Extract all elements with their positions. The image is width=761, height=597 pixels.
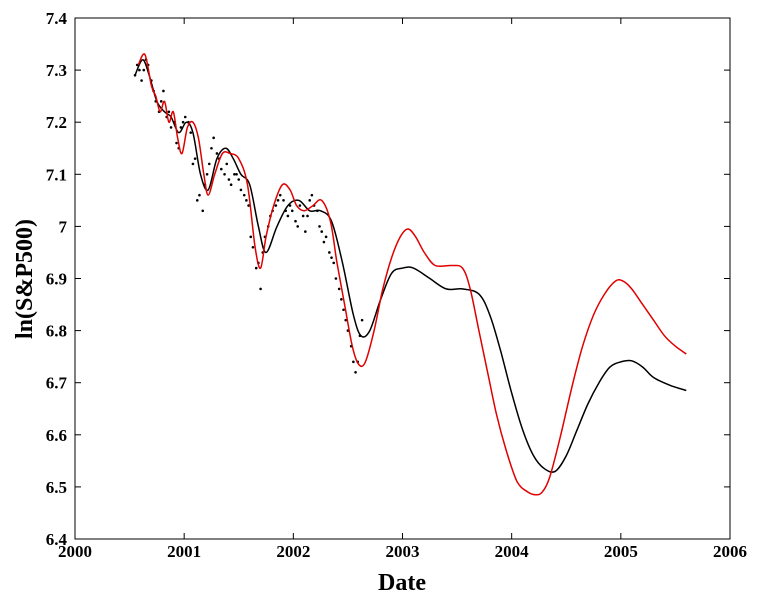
data-point [286,214,290,218]
data-point [233,173,236,176]
data-point [225,162,229,166]
data-point [181,120,185,124]
data-point [239,188,243,192]
data-point [191,162,195,166]
y-tick-label: 6.5 [46,478,67,497]
data-point [162,89,165,93]
data-point [301,214,305,218]
data-point [332,261,336,265]
data-point [276,199,280,202]
data-point [254,266,258,270]
data-point [274,204,278,207]
data-point [304,230,307,233]
data-point [140,79,143,82]
data-point [320,230,324,233]
data-point [322,240,326,244]
x-axis-title: Date [378,570,426,596]
x-tick-label: 2005 [604,542,638,561]
data-point [167,110,171,114]
data-point [138,68,141,72]
x-tick-label: 2003 [386,542,420,561]
data-point [290,209,294,213]
observed-price-dots [133,58,364,374]
y-axis-title: ln(S&P500) [12,219,38,339]
data-point [249,235,253,239]
data-point [169,126,173,129]
data-point [198,193,201,197]
x-tick-label: 2002 [276,542,310,561]
data-point [229,183,233,187]
data-point [183,115,187,119]
y-tick-label: 6.8 [46,322,67,341]
data-point [227,178,231,181]
data-point [223,173,226,176]
data-point [278,193,282,197]
x-tick-label: 2001 [167,542,201,561]
y-tick-label: 6.7 [46,374,68,393]
data-point [251,245,255,249]
data-point [340,298,343,301]
data-point [193,157,197,160]
y-tick-label: 6.9 [46,270,67,289]
data-point [318,225,321,228]
data-point [298,204,302,207]
x-tick-label: 2000 [58,542,92,561]
plot-area [74,17,731,540]
data-point [296,225,300,228]
data-point [219,167,223,171]
data-point [195,199,199,202]
data-point [189,131,193,134]
data-point [205,173,209,176]
y-tick-label: 7.2 [46,113,67,132]
data-point [334,277,338,280]
data-point [242,193,246,197]
y-tick-label: 6.4 [46,530,68,549]
data-point [247,204,250,207]
data-point [308,199,312,202]
black-fit-line [134,58,687,473]
x-tick-label: 2006 [713,542,747,561]
data-point [142,68,146,72]
data-point [310,193,314,197]
data-point [210,146,213,150]
data-point [328,251,331,254]
y-tick-label: 7.1 [46,165,67,184]
y-tick-label: 6.6 [46,426,67,445]
data-point [344,318,348,322]
data-point [201,209,205,213]
y-tick-label: 7 [59,217,68,236]
data-point [159,100,163,103]
data-point [342,308,345,312]
data-point [259,287,262,291]
x-tick-label: 2004 [495,542,530,561]
data-point [212,136,215,140]
data-point [175,141,178,145]
data-point [179,126,183,129]
data-point [330,256,333,259]
data-point [352,360,355,364]
data-point [207,162,211,166]
red-fit-line [137,53,687,496]
series-layer [133,53,687,496]
data-point [245,199,248,202]
data-point [360,318,364,322]
data-point [294,219,297,223]
data-point [337,287,341,291]
y-tick-label: 7.3 [46,61,67,80]
data-point [237,178,241,181]
data-point [215,152,219,155]
data-point [324,235,328,239]
y-tick-label: 7.4 [46,9,68,28]
data-point [306,214,309,218]
data-point [282,199,285,202]
data-point [235,173,238,176]
data-point [354,370,357,374]
ticks-layer: 2000 2001 2002 2003 2004 2005 2006 6.4 6.5 6.6 6.7… [46,9,747,561]
